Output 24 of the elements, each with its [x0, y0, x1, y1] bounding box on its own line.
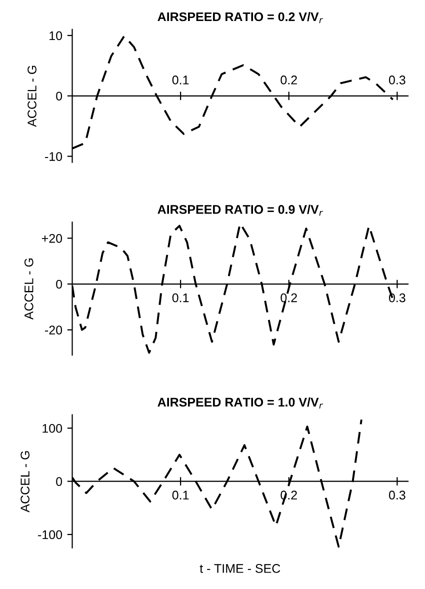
- x-tick-label: 0.2: [280, 76, 297, 84]
- x-tick-label: 0.1: [172, 76, 189, 84]
- chart-title: AIRSPEED RATIO = 0.2 V/V$_{r}$: [158, 12, 323, 24]
- y-tick-label: 0: [56, 280, 62, 289]
- y-tick-label: 10: [50, 31, 62, 40]
- x-tick-label: 0.3: [388, 490, 406, 500]
- y-axis-title: ACCEL - G: [28, 66, 36, 127]
- x-tick-label: 0.1: [172, 293, 189, 302]
- y-tick-label: 100: [42, 424, 62, 433]
- y-axis-title: ACCEL - G: [20, 451, 30, 512]
- y-axis-title: ACCEL - G: [24, 258, 34, 320]
- x-tick-label: 0.1: [172, 490, 189, 500]
- chart-title: AIRSPEED RATIO = 1.0 V/V$_{r}$: [158, 397, 323, 409]
- x-tick-label: 0.2: [280, 293, 297, 302]
- chart-title: AIRSPEED RATIO = 0.9 V/V$_{r}$: [158, 204, 323, 216]
- y-tick-label: -100: [38, 530, 62, 540]
- y-tick-label: -20: [45, 326, 62, 335]
- y-tick-label: 0: [56, 477, 62, 486]
- x-axis-title: t - TIME - SEC: [200, 564, 280, 573]
- y-tick-label: +20: [42, 234, 62, 243]
- y-tick-label: -10: [45, 152, 62, 161]
- y-tick-label: 0: [56, 92, 62, 101]
- x-tick-label: 0.3: [388, 293, 406, 302]
- x-tick-label: 0.3: [388, 76, 406, 84]
